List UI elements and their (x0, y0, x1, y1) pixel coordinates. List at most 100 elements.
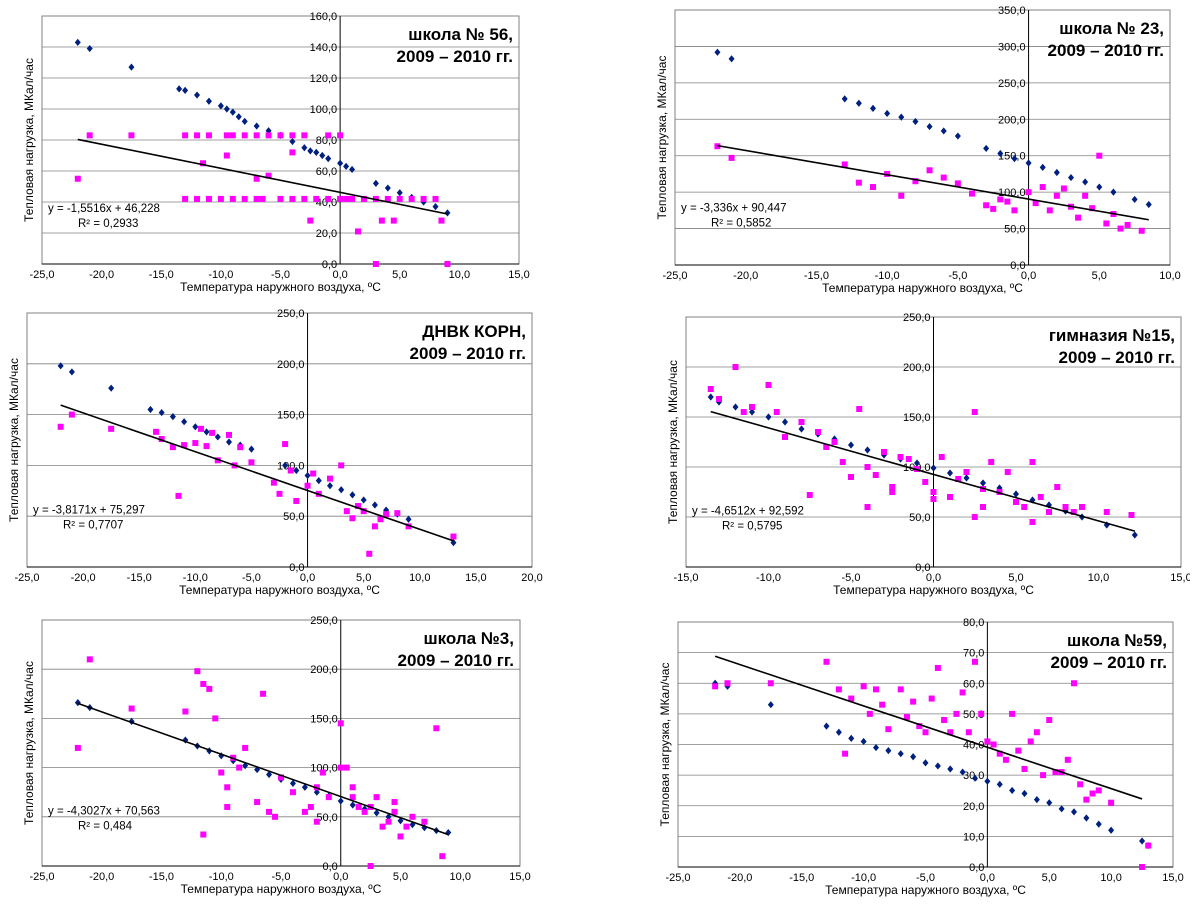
y-tick-label: 100,0 (310, 763, 338, 775)
actual-point (212, 715, 219, 722)
actual-point (226, 431, 232, 438)
model-point (930, 464, 937, 472)
actual-point (379, 823, 386, 830)
actual-point (996, 489, 1003, 495)
actual-point (1021, 504, 1028, 510)
actual-point (360, 508, 367, 515)
actual-point (301, 195, 308, 202)
x-tick-label: 5,0 (1092, 270, 1107, 282)
x-tick-label: -20,0 (71, 572, 96, 584)
x-axis-title: Температура наружного воздуха, ºС (179, 583, 380, 597)
trend-equation: y = -1,5516x + 46,228 (48, 203, 160, 215)
chart-title-line: 2009 – 2010 гг. (410, 344, 526, 363)
y-tick-label: 250,0 (310, 615, 338, 627)
actual-point (749, 404, 755, 410)
actual-point (1117, 225, 1124, 232)
model-point (229, 108, 236, 116)
actual-point (1079, 504, 1085, 510)
trend-line (77, 702, 449, 836)
actual-point (1096, 152, 1103, 159)
model-point (289, 137, 296, 146)
model-point (304, 471, 311, 480)
actual-point (181, 442, 188, 449)
actual-point (361, 808, 368, 815)
x-tick-label: 0,0 (1021, 270, 1036, 282)
actual-point (1027, 738, 1034, 745)
model-point (217, 102, 224, 110)
x-tick-label: -5,0 (842, 572, 861, 584)
model-point (996, 780, 1003, 788)
model-point (158, 408, 165, 417)
model-point (1053, 168, 1060, 177)
y-tick-label: 250,0 (903, 312, 931, 324)
model-point (372, 179, 379, 187)
actual-point (68, 411, 75, 418)
chart-panel-4: 0,050,0100,0150,0200,0250,0-15,0-10,0-5,… (600, 305, 1190, 610)
actual-point (223, 132, 230, 139)
actual-point (866, 710, 873, 717)
y-tick-label: 100,0 (998, 187, 1026, 199)
chart-panel-5: 0,0 50,0 100,0 150,0 200,0 250,0 -25,0 -20,0 -15… (0, 610, 590, 908)
actual-point (1054, 484, 1061, 490)
actual-point (383, 511, 390, 518)
actual-point (310, 470, 317, 477)
actual-point (1046, 509, 1052, 515)
actual-point (278, 774, 284, 781)
x-tick-label: 10,0 (449, 269, 470, 281)
actual-point (199, 160, 206, 167)
actual-point (1025, 189, 1032, 196)
actual-point (1103, 220, 1110, 227)
actual-point (128, 132, 135, 139)
actual-point (873, 686, 879, 693)
trend-r2: R² = 0,2933 (78, 218, 138, 230)
actual-point (217, 195, 224, 202)
actual-point (377, 516, 384, 523)
model-point (1025, 159, 1032, 167)
actual-point (396, 195, 403, 202)
actual-point (872, 472, 879, 478)
actual-point (930, 496, 937, 502)
model-point (972, 774, 978, 782)
trend-equation: y = -3,8171x + 75,297 (33, 505, 145, 517)
x-axis-title: Температура наружного воздуха, ºС (833, 583, 1034, 597)
y-tick-label: 0,0 (1010, 260, 1025, 272)
model-point (823, 722, 830, 730)
y-tick-label: 200,0 (310, 664, 338, 676)
actual-point (1108, 799, 1115, 806)
actual-point (905, 456, 912, 462)
y-tick-label: 20,0 (963, 801, 984, 813)
actual-point (229, 195, 236, 202)
model-point (385, 813, 392, 821)
actual-point (707, 386, 714, 392)
trend-line (714, 655, 1143, 800)
model-point (997, 149, 1004, 158)
model-point (319, 151, 326, 160)
model-point (1011, 155, 1018, 163)
actual-point (277, 195, 284, 202)
actual-point (1064, 756, 1071, 763)
actual-point (307, 803, 314, 810)
actual-point (842, 750, 849, 757)
actual-point (214, 457, 221, 464)
x-tick-label: 10,0 (1159, 270, 1180, 282)
actual-point (301, 808, 308, 815)
actual-point (355, 228, 362, 235)
actual-point (916, 723, 923, 730)
model-point (349, 491, 356, 499)
actual-point (835, 686, 842, 693)
model-point (922, 759, 929, 767)
x-tick-label: -20,0 (89, 269, 114, 281)
chart-title-line: ДНВК КОРН, (422, 322, 526, 341)
actual-point (405, 523, 412, 530)
actual-point (343, 508, 350, 515)
chart-title-line: школа №3, (423, 629, 514, 648)
actual-point (325, 794, 332, 801)
model-point (176, 85, 183, 93)
model-point (396, 189, 403, 197)
actual-point (182, 708, 189, 715)
actual-point (289, 149, 296, 156)
actual-point (248, 459, 255, 466)
model-point (349, 801, 356, 809)
x-tick-label: 10,0 (409, 572, 430, 584)
actual-point (910, 698, 917, 705)
